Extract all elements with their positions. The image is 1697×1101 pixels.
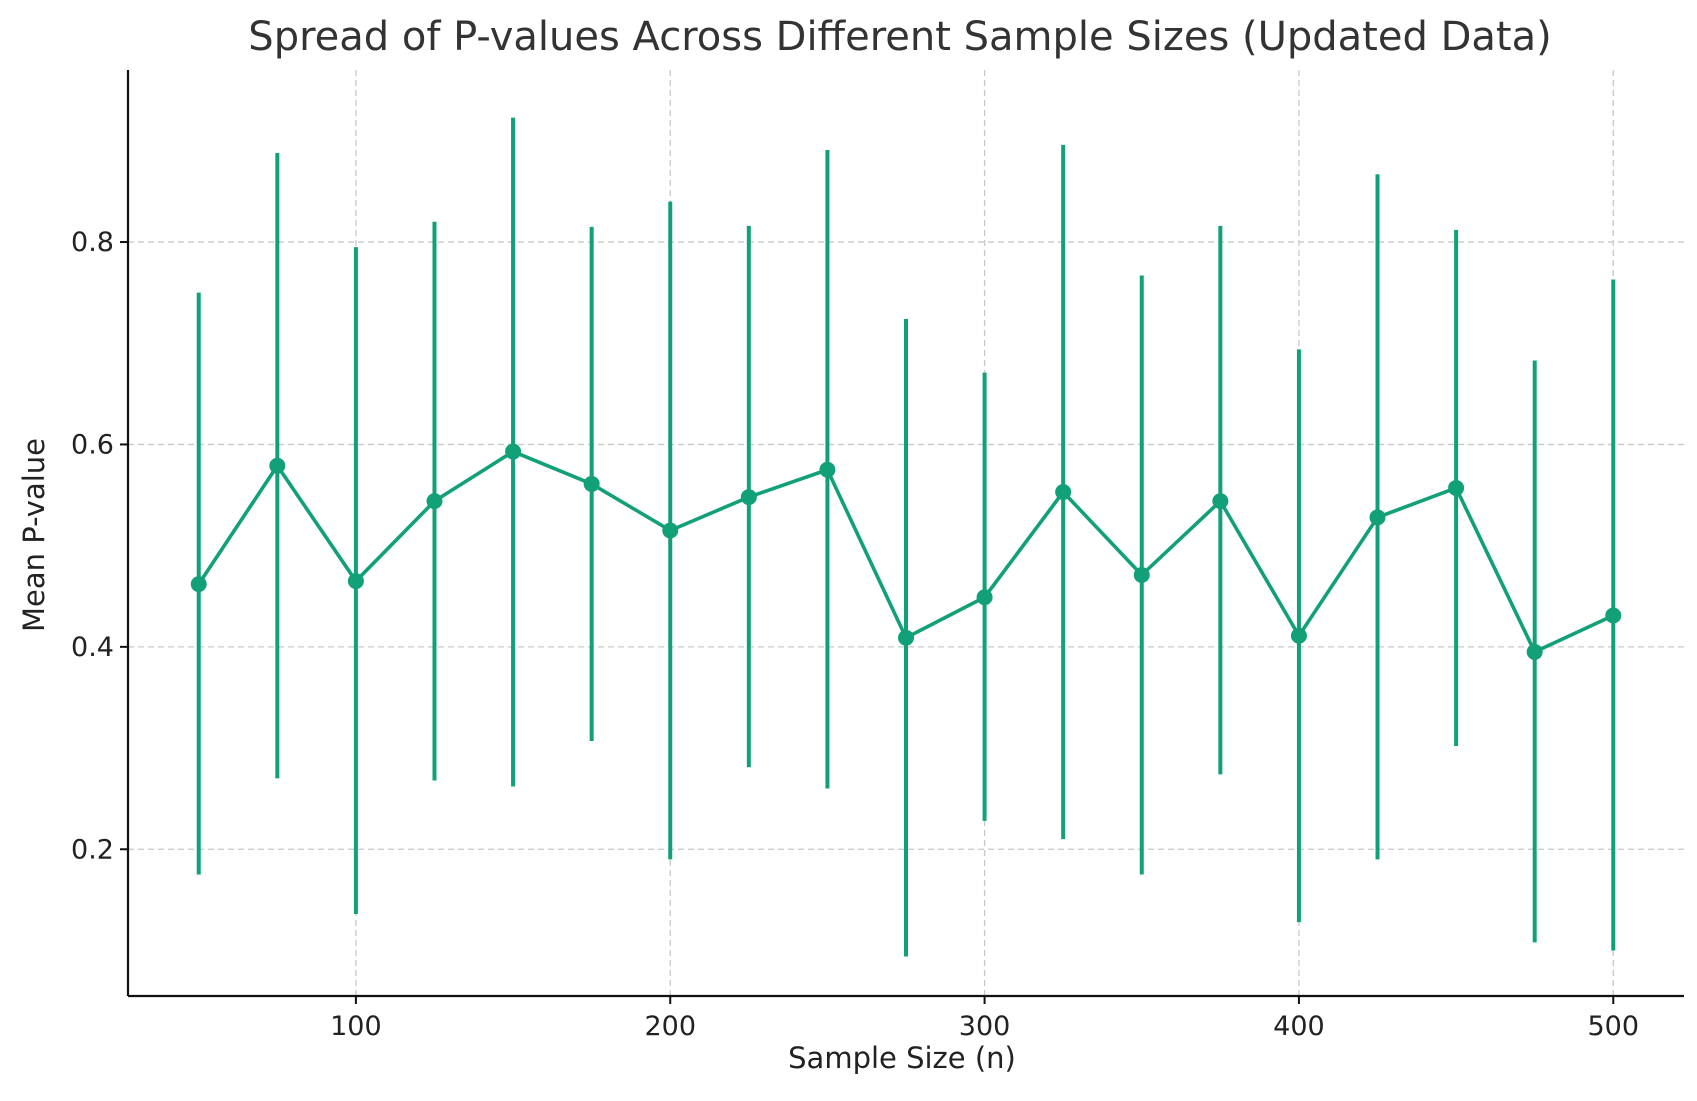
data-point [1212,493,1229,510]
x-tick-label: 500 [1587,1011,1639,1042]
y-tick-label: 0.2 [71,834,114,865]
data-point [976,589,993,606]
y-axis-label: Mean P-value [17,438,51,632]
data-points [190,443,1622,660]
axes: 100 200 300 400 500 0.2 0.4 0.6 0.8 [71,70,1684,1042]
data-point [505,443,522,460]
data-point [426,493,443,510]
x-tick-label: 100 [330,1011,382,1042]
x-tick-label: 200 [644,1011,696,1042]
data-point [1369,509,1386,526]
x-tick-label: 400 [1273,1011,1325,1042]
y-tick-label: 0.4 [71,632,114,663]
data-point [1448,479,1465,496]
data-point [898,629,914,646]
y-tick-label: 0.6 [71,429,114,460]
error-bars [196,117,1616,957]
y-tick-label: 0.8 [71,227,114,258]
data-point [190,576,207,593]
x-axis-label: Sample Size (n) [788,1041,1016,1075]
data-point [819,461,836,478]
data-point [1605,607,1622,624]
data-point [269,457,286,474]
data-point [347,573,364,590]
data-point [1290,627,1307,644]
chart-title: Spread of P-values Across Different Samp… [248,14,1551,60]
data-point [662,522,679,539]
data-point [1055,484,1072,501]
data-point [740,489,757,506]
data-point [583,475,600,492]
data-point [1526,643,1543,660]
x-tick-label: 300 [959,1011,1011,1042]
data-point [1133,566,1150,583]
